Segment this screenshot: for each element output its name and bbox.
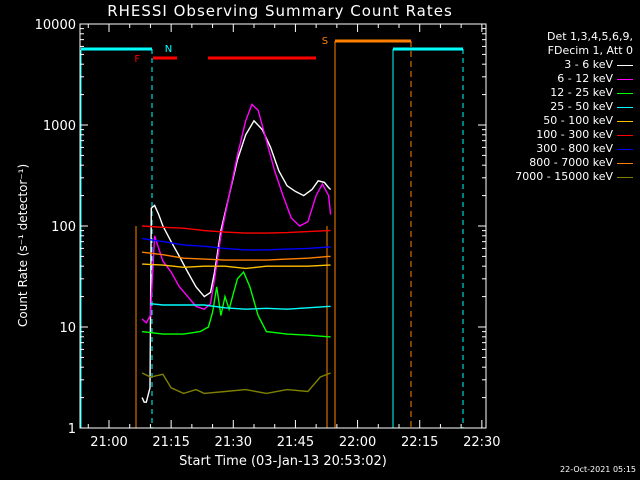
chart-title: RHESSI Observing Summary Count Rates [107,2,453,20]
series-6-line [142,237,331,251]
series-3-line [150,303,331,310]
x-tick-label: 21:30 [215,435,252,450]
legend-entry: 12 - 25 keV [488,86,633,100]
legend-header-detectors: Det 1,3,4,5,6,9, [546,30,633,43]
legend-entry-label: 6 - 12 keV [557,72,613,85]
legend-swatch [617,106,633,108]
series-7-line [142,251,331,261]
marker-label-s: S [322,36,328,47]
legend-entry-label: 3 - 6 keV [564,58,613,71]
legend-entry-label: 25 - 50 keV [550,100,613,113]
legend-swatch [617,162,633,164]
legend-entry-label: 100 - 300 keV [536,128,613,141]
x-tick-label: 21:15 [152,435,189,450]
legend-swatch [617,92,633,94]
legend-entry: 6 - 12 keV [488,72,633,86]
x-tick-label: 21:00 [90,435,127,450]
x-tick-label: 22:30 [463,435,500,450]
legend-entry-label: 7000 - 15000 keV [515,170,613,183]
legend-header-decimation: FDecim 1, Att 0 [547,44,633,57]
x-tick-label: 22:00 [339,435,376,450]
y-tick-label: 1000 [43,119,76,134]
legend-entry: 25 - 50 keV [488,100,633,114]
legend-swatch [617,120,633,122]
y-tick-label: 10000 [35,18,76,33]
marker-label-n: N [165,44,172,55]
x-tick-label: 22:15 [401,435,438,450]
footer-timestamp: 22-Oct-2021 05:15 [560,465,636,474]
legend-swatch [617,64,633,66]
y-tick-label: 1 [68,422,76,437]
series-8-line [141,372,331,395]
legend-entry: 7000 - 15000 keV [488,170,633,184]
series-layer [141,103,332,403]
legend-entry-label: 50 - 100 keV [543,114,613,127]
legend-swatch [617,134,633,136]
legend-entry: 3 - 6 keV [488,58,633,72]
series-5-line [142,225,331,234]
series-4-line [142,263,331,270]
series-1-line [141,103,332,324]
legend-swatch [617,148,633,150]
legend-entry: 800 - 7000 keV [488,156,633,170]
legend-swatch [617,176,633,178]
legend: Det 1,3,4,5,6,9, FDecim 1, Att 0 3 - 6 k… [488,30,633,184]
series-0-line [141,119,332,403]
legend-entry-label: 800 - 7000 keV [529,156,613,169]
legend-entry: 50 - 100 keV [488,114,633,128]
legend-swatch [617,78,633,80]
y-axis-label: Count Rate (s⁻¹ detector⁻¹) [16,163,30,327]
x-axis-label: Start Time (03-Jan-13 20:53:02) [179,454,387,469]
marker-label-f: F [134,54,140,65]
plot-frame [79,23,487,429]
y-tick-label: 100 [51,220,76,235]
legend-entry-label: 12 - 25 keV [550,86,613,99]
y-tick-label: 10 [59,321,76,336]
axis-ticks: 21:00 21:15 21:30 21:45 22:00 22:15 22:30 1 10 10… [35,18,501,450]
legend-entry-label: 300 - 800 keV [536,142,613,155]
legend-entry: 300 - 800 keV [488,142,633,156]
series-2-line [142,270,331,338]
x-tick-label: 21:45 [277,435,314,450]
legend-entry: 100 - 300 keV [488,128,633,142]
